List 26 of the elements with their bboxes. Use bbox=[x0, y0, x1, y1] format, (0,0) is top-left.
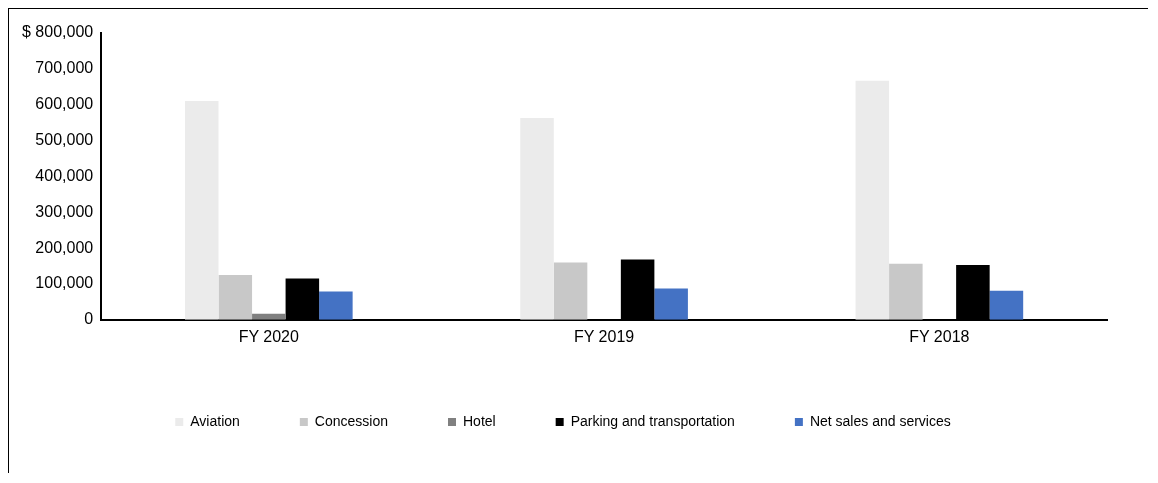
y-tick-label: $ 800,000 bbox=[21, 23, 94, 41]
bar bbox=[855, 80, 890, 320]
bar bbox=[319, 291, 353, 320]
bar bbox=[553, 262, 588, 320]
bar bbox=[889, 263, 923, 320]
x-tick-label: FY 2018 bbox=[909, 327, 970, 345]
y-tick-label: 200,000 bbox=[35, 238, 94, 256]
legend-label: Parking and transportation bbox=[570, 412, 735, 429]
bar bbox=[185, 101, 219, 320]
bar bbox=[654, 288, 688, 320]
legend-label: Net sales and services bbox=[809, 412, 951, 429]
legend-label: Hotel bbox=[462, 412, 496, 429]
y-tick-label: 0 bbox=[84, 310, 94, 328]
legend-label: Concession bbox=[314, 412, 388, 429]
legend-label: Aviation bbox=[190, 412, 240, 429]
bar bbox=[218, 274, 253, 320]
bar bbox=[520, 117, 554, 320]
y-tick-label: 300,000 bbox=[35, 202, 94, 220]
y-tick-label: 400,000 bbox=[35, 166, 94, 184]
x-tick-label: FY 2019 bbox=[573, 327, 635, 345]
bar bbox=[989, 290, 1024, 320]
x-tick-label: FY 2020 bbox=[238, 327, 300, 345]
y-tick-label: 600,000 bbox=[35, 95, 94, 113]
y-tick-label: 100,000 bbox=[35, 274, 94, 292]
y-tick-label: 500,000 bbox=[35, 130, 94, 148]
y-tick-label: 700,000 bbox=[35, 59, 94, 77]
